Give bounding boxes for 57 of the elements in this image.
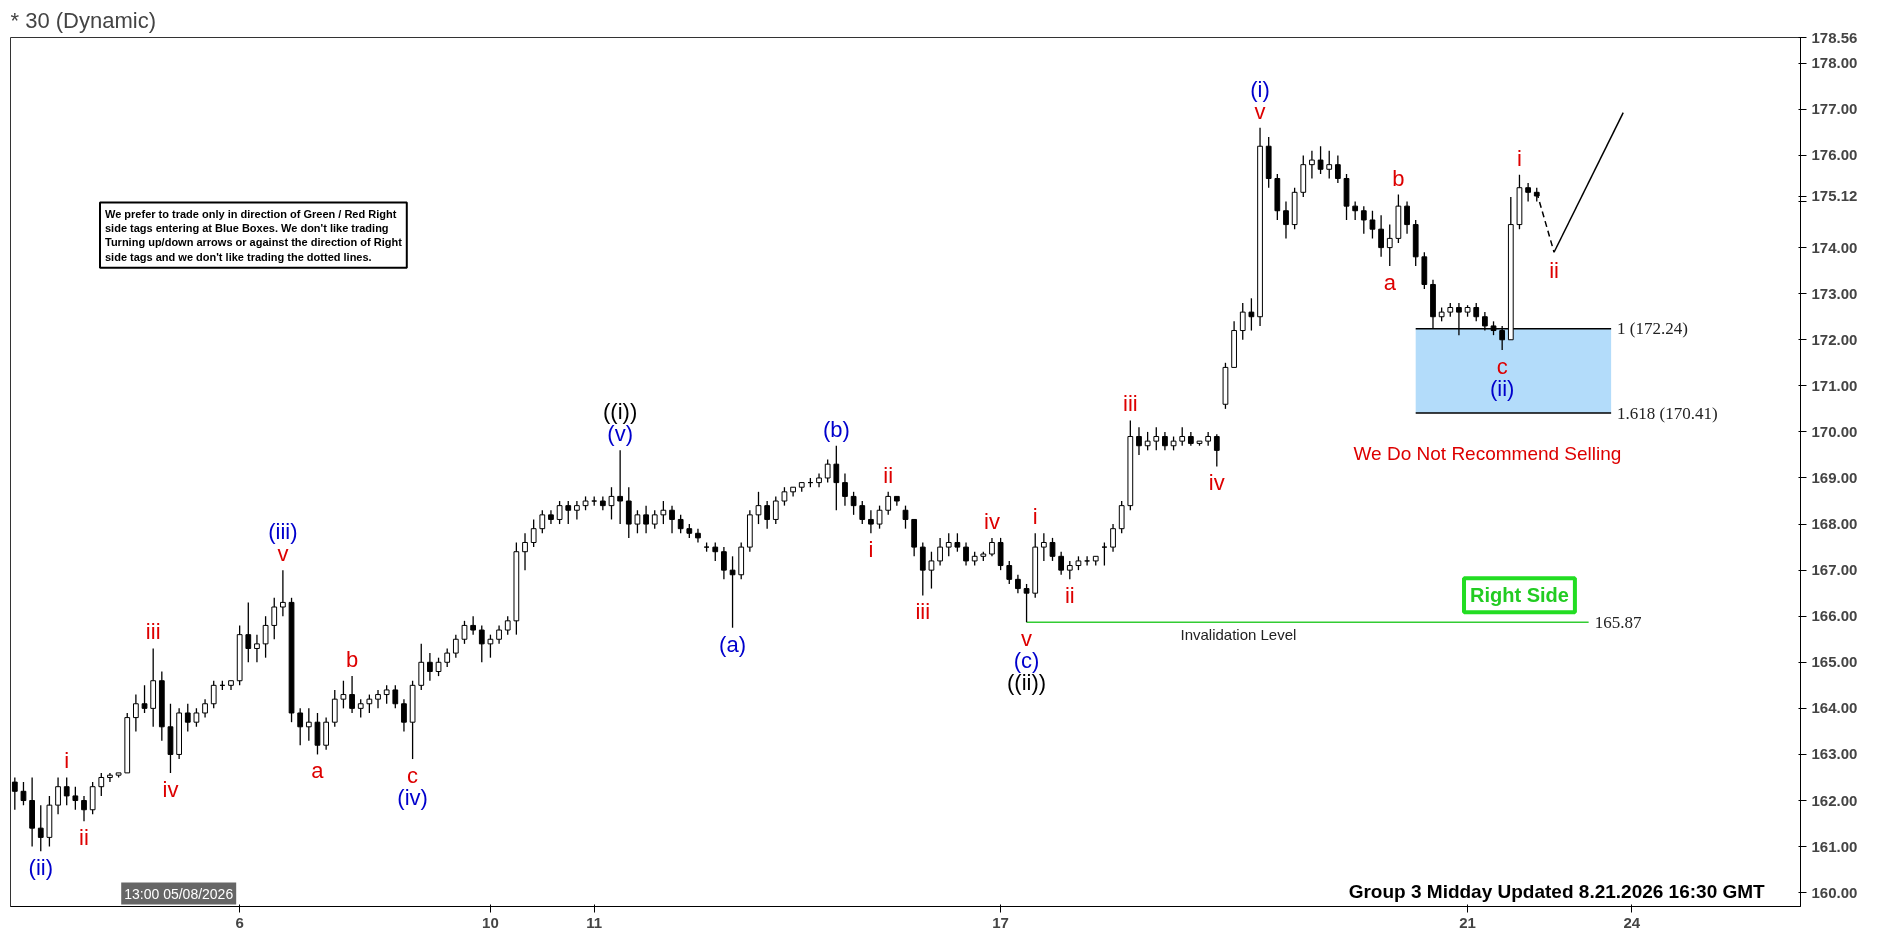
annotation: ii bbox=[79, 825, 89, 851]
x-tick-label: 6 bbox=[235, 913, 244, 931]
annotation: a bbox=[311, 758, 325, 784]
x-tick-label: 10 bbox=[482, 913, 499, 931]
annotation: ii bbox=[883, 462, 894, 488]
annotation: i bbox=[868, 537, 874, 563]
ref-line-label: 1.618 (170.41) bbox=[1617, 403, 1718, 423]
annotation: (a) bbox=[719, 631, 746, 657]
x-tick-label: 24 bbox=[1623, 913, 1641, 931]
y-tick-label: 168.00 bbox=[1811, 515, 1858, 533]
y-tick-label: 178.56 bbox=[1811, 28, 1858, 46]
annotation: iv bbox=[984, 508, 1000, 534]
annotation: ii bbox=[1064, 583, 1075, 609]
annotation: We prefer to trade only in direction of Green / Red Right side tags entering at Blue Boxes. We don't like trading Turning up/down arrows or against the direction of Right side tags and we don't like trading the dotted lines. bbox=[105, 207, 403, 263]
y-tick-label: 164.00 bbox=[1811, 699, 1858, 717]
annotation: ii bbox=[1549, 258, 1559, 284]
annotation: i bbox=[1032, 504, 1038, 530]
chart-title: * 30 (Dynamic) bbox=[10, 7, 156, 33]
y-tick-label: 178.00 bbox=[1811, 54, 1858, 72]
y-tick-label: 166.00 bbox=[1811, 607, 1858, 625]
y-tick-label: 163.00 bbox=[1811, 745, 1858, 763]
annotation: iii bbox=[1123, 391, 1138, 417]
y-tick-label: 171.00 bbox=[1811, 376, 1858, 394]
y-tick-label: 165.00 bbox=[1811, 653, 1858, 671]
annotation: Group 3 Midday Updated 8.21.2026 16:30 GMT bbox=[1348, 881, 1766, 903]
annotation: (b) bbox=[822, 416, 850, 442]
y-tick-label: 170.00 bbox=[1811, 422, 1858, 440]
annotation: iv bbox=[1208, 470, 1225, 496]
annotation: i bbox=[1517, 145, 1522, 171]
x-tick-label: 17 bbox=[992, 913, 1009, 931]
annotation: We Do Not Recommend Selling bbox=[1353, 443, 1622, 465]
ref-line-label: 165.87 bbox=[1594, 612, 1642, 632]
y-tick-label: 172.00 bbox=[1811, 330, 1858, 348]
y-tick-label: 177.00 bbox=[1811, 100, 1858, 118]
x-tick-label: 21 bbox=[1459, 913, 1476, 931]
y-tick-label: 175.12 bbox=[1811, 187, 1858, 204]
annotation: iii bbox=[915, 599, 931, 625]
annotation: b bbox=[345, 647, 359, 673]
y-tick-label: 176.00 bbox=[1811, 146, 1858, 164]
annotation: i bbox=[64, 748, 70, 774]
y-tick-label: 161.00 bbox=[1811, 837, 1858, 855]
x-tick-label: 11 bbox=[586, 913, 603, 931]
annotation: Invalidation Level bbox=[1180, 626, 1297, 644]
y-tick-label: 162.00 bbox=[1811, 791, 1858, 809]
y-tick-label: 169.00 bbox=[1811, 468, 1858, 486]
annotation: a bbox=[1383, 270, 1397, 296]
annotation: Right Side bbox=[1470, 584, 1569, 607]
y-tick-label: 167.00 bbox=[1811, 561, 1858, 579]
y-tick-label: 173.00 bbox=[1811, 284, 1858, 302]
annotation: b bbox=[1392, 165, 1405, 191]
ref-line-label: 1 (172.24) bbox=[1617, 319, 1688, 339]
y-tick-label: 160.00 bbox=[1811, 883, 1858, 901]
annotation: iii bbox=[145, 619, 161, 645]
annotation: 13:00 05/08/2026 bbox=[124, 885, 234, 902]
y-tick-label: 174.00 bbox=[1811, 238, 1858, 256]
annotation: iv bbox=[162, 776, 179, 802]
annotation: (ii) bbox=[28, 855, 53, 881]
